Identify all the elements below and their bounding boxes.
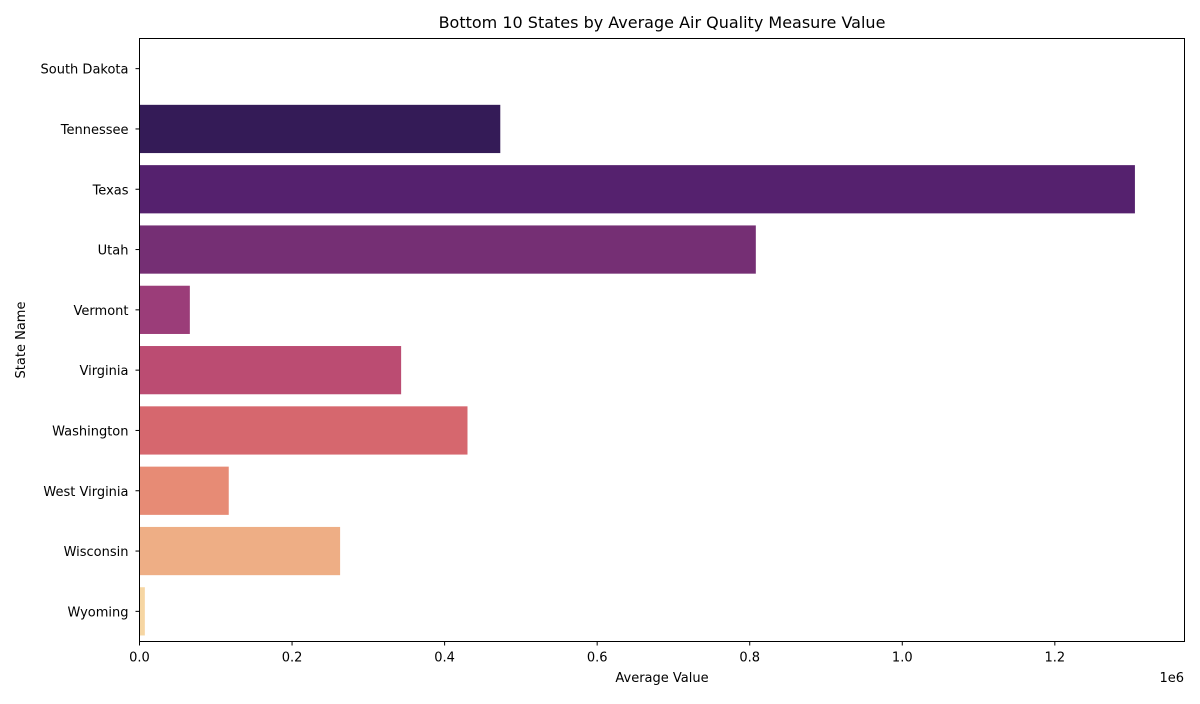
y-tick-label: Tennessee: [60, 123, 129, 138]
x-tick-label: 0.6: [587, 651, 608, 666]
y-tick-label: Washington: [52, 424, 128, 439]
x-tick-label: 0.2: [282, 651, 303, 666]
x-axis-ticks: 0.0 0.2 0.4 0.6 0.8 1.0 1.2: [129, 641, 1065, 666]
bar-utah: [139, 225, 756, 274]
bars-layer: [139, 104, 1135, 636]
x-tick-label: 0.4: [434, 651, 455, 666]
x-axis-label: Average Value: [615, 671, 708, 686]
y-tick-label: Texas: [92, 183, 129, 198]
y-tick-label: Utah: [98, 244, 129, 259]
bar-wisconsin: [139, 526, 341, 576]
y-tick-label: Wisconsin: [64, 545, 129, 560]
plot-frame: [139, 38, 1185, 642]
bar-tennessee: [139, 104, 501, 154]
bar-texas: [139, 165, 1135, 214]
bar-washington: [139, 406, 468, 455]
x-tick-label: 0.8: [739, 651, 760, 666]
y-tick-label: Virginia: [79, 364, 128, 379]
x-tick-label: 1.2: [1044, 651, 1065, 666]
bar-virginia: [139, 346, 402, 395]
y-tick-label: Wyoming: [67, 605, 128, 620]
x-tick-label: 1.0: [892, 651, 913, 666]
bar-wyoming: [139, 587, 145, 636]
y-axis-label: State Name: [14, 302, 29, 379]
y-axis-ticks: South Dakota Tennessee Texas Utah Vermont Vir…: [41, 63, 140, 620]
bar-west-virginia: [139, 466, 229, 515]
chart-title: Bottom 10 States by Average Air Quality …: [439, 13, 886, 32]
x-axis-offset-label: 1e6: [1159, 671, 1184, 686]
y-tick-label: Vermont: [74, 304, 129, 319]
x-tick-label: 0.0: [129, 651, 150, 666]
y-tick-label: South Dakota: [41, 63, 129, 78]
y-tick-label: West Virginia: [43, 485, 128, 500]
bar-vermont: [139, 285, 190, 334]
